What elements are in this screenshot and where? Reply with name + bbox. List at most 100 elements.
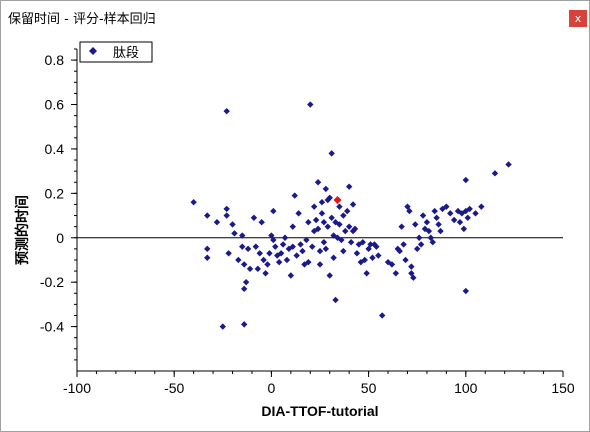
x-tick-label: -50	[164, 380, 184, 396]
data-point	[336, 203, 343, 210]
data-point	[396, 247, 403, 255]
data-point	[359, 239, 366, 246]
data-point	[410, 274, 417, 281]
data-point	[223, 212, 230, 219]
data-point	[347, 239, 355, 246]
data-point	[443, 203, 450, 210]
data-point	[277, 250, 285, 257]
data-point	[254, 265, 261, 273]
close-button[interactable]: x	[569, 10, 587, 27]
data-point	[431, 207, 438, 215]
data-point	[338, 236, 345, 244]
data-point	[204, 245, 211, 253]
legend: 肽段	[79, 41, 153, 63]
data-point	[379, 312, 386, 319]
data-point	[260, 256, 267, 264]
data-point	[417, 241, 425, 248]
data-point	[231, 230, 238, 237]
data-point	[425, 227, 433, 235]
data-point	[204, 254, 211, 261]
data-point	[204, 212, 211, 219]
data-point	[297, 241, 304, 248]
data-point	[324, 223, 331, 230]
y-tick-label: -0.4	[40, 319, 64, 335]
data-point	[414, 245, 421, 253]
data-point	[279, 241, 287, 248]
data-point	[326, 272, 333, 279]
data-point	[246, 265, 254, 273]
data-point	[328, 214, 335, 221]
data-point	[406, 207, 413, 215]
plot-frame	[76, 49, 563, 372]
data-point	[320, 219, 328, 226]
data-point	[270, 236, 277, 244]
data-point	[367, 241, 374, 248]
y-axis: 0.8 0.6 0.4 0.2 0 -0.2 -0.4	[40, 48, 77, 361]
data-point	[190, 199, 197, 206]
data-point	[435, 221, 442, 228]
data-point	[326, 194, 333, 201]
data-point	[345, 183, 353, 190]
data-point	[349, 201, 357, 208]
data-point	[466, 205, 473, 213]
data-point	[398, 223, 405, 230]
data-point	[419, 212, 427, 219]
data-point	[345, 223, 353, 230]
data-point	[456, 219, 464, 226]
data-point	[342, 227, 349, 235]
x-tick-label: 150	[551, 380, 575, 396]
data-point	[464, 214, 471, 221]
y-tick-label: -0.2	[40, 274, 64, 290]
data-point	[291, 192, 298, 199]
data-point	[281, 234, 289, 241]
data-point	[340, 247, 347, 255]
x-tick-label: 0	[268, 380, 276, 396]
data-point	[239, 232, 246, 239]
data-point	[412, 221, 419, 228]
data-point	[478, 203, 485, 210]
x-tick-label: 50	[361, 380, 377, 396]
y-tick-label: 0.8	[45, 52, 65, 68]
data-point	[369, 254, 376, 261]
data-point	[266, 250, 273, 257]
data-point	[316, 247, 324, 255]
data-point	[340, 212, 347, 219]
data-point	[324, 196, 331, 204]
x-tick-label: -100	[63, 380, 91, 396]
data-points	[190, 101, 512, 330]
data-point	[289, 243, 296, 250]
data-point	[240, 261, 248, 268]
y-tick-label: 0	[56, 230, 64, 246]
data-point	[353, 250, 361, 257]
data-point	[244, 245, 252, 253]
x-axis: -100 -50 0 50 100 150	[63, 371, 575, 396]
data-point	[447, 210, 454, 217]
data-point	[310, 203, 318, 210]
data-point	[258, 219, 265, 226]
data-point	[433, 214, 440, 221]
data-point	[344, 207, 351, 215]
data-point	[312, 216, 320, 224]
data-point	[235, 256, 242, 264]
data-point	[309, 243, 316, 250]
data-point	[262, 270, 269, 277]
title-bar[interactable]: 保留时间 - 评分-样本回归 x	[1, 1, 589, 31]
data-point	[295, 210, 302, 217]
data-point	[275, 258, 283, 266]
data-point	[240, 285, 248, 293]
x-axis-title: DIA-TTOF-tutorial	[261, 403, 378, 419]
data-point	[223, 205, 230, 213]
data-point	[330, 232, 337, 239]
y-axis-title: 预测的时间	[14, 195, 30, 265]
data-point	[293, 252, 300, 259]
data-point	[225, 250, 232, 257]
data-point	[392, 270, 400, 277]
data-point	[316, 261, 324, 268]
y-tick-label: 0.6	[45, 97, 65, 113]
data-point	[373, 243, 380, 250]
data-point	[283, 256, 291, 264]
data-point	[423, 219, 431, 226]
legend-marker	[89, 47, 97, 55]
